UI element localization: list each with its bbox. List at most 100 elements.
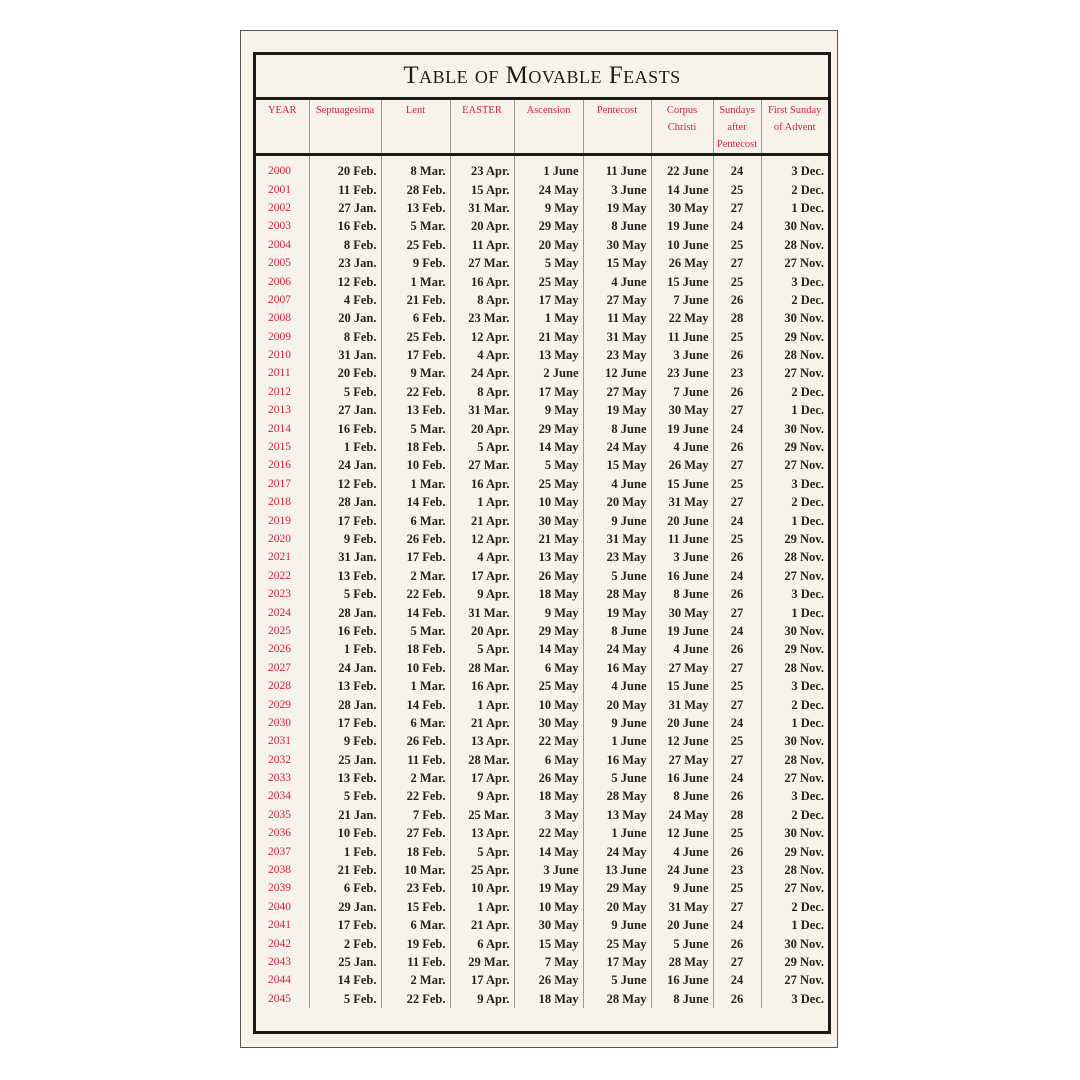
date-cell: 23 June bbox=[650, 364, 713, 383]
date-cell: 26 May bbox=[650, 253, 713, 273]
date-cell: 10 Mar. bbox=[380, 860, 450, 880]
page-title: Table of Movable Feasts bbox=[256, 55, 828, 100]
date-cell: 2 June bbox=[513, 364, 583, 383]
date-cell: 14 Feb. bbox=[380, 603, 450, 622]
date-cell: 9 Feb. bbox=[308, 732, 381, 751]
date-cell: 12 June bbox=[650, 824, 713, 843]
date-cell: 6 Mar. bbox=[380, 511, 450, 530]
date-cell: 26 bbox=[712, 382, 761, 402]
table-row: 2027 24 Jan. 10 Feb. 28 Mar. 6 May 16 May 27 M… bbox=[256, 658, 828, 677]
date-cell: 24 bbox=[712, 713, 761, 733]
date-cell: 17 Feb. bbox=[308, 916, 381, 935]
date-cell: 27 Nov. bbox=[760, 879, 828, 898]
date-cell: 25 Jan. bbox=[308, 952, 381, 972]
date-cell: 29 Nov. bbox=[760, 640, 828, 659]
date-cell: 9 May bbox=[513, 603, 583, 622]
date-cell: 31 Mar. bbox=[449, 603, 514, 622]
date-cell: 26 May bbox=[513, 768, 583, 788]
date-cell: 27 May bbox=[650, 658, 713, 677]
date-cell: 3 Dec. bbox=[760, 154, 828, 181]
date-cell: 25 bbox=[712, 824, 761, 843]
date-cell: 24 bbox=[712, 511, 761, 530]
date-cell: 29 Nov. bbox=[760, 437, 828, 457]
date-cell: 9 Apr. bbox=[449, 787, 514, 806]
date-cell: 16 May bbox=[582, 658, 651, 677]
date-cell: 28 Jan. bbox=[308, 603, 381, 622]
date-cell: 26 bbox=[712, 290, 761, 310]
year-cell: 2044 bbox=[268, 974, 291, 987]
table-row: 2043 25 Jan. 11 Feb. 29 Mar. 7 May 17 May 28 M… bbox=[256, 952, 828, 972]
date-cell: 18 May bbox=[513, 584, 583, 604]
date-cell: 26 bbox=[712, 787, 761, 806]
year-cell: 2043 bbox=[268, 955, 291, 968]
table-row: 2036 10 Feb. 27 Feb. 13 Apr. 22 May 1 June 12 … bbox=[256, 824, 828, 843]
date-cell: 27 bbox=[712, 253, 761, 273]
date-cell: 29 Jan. bbox=[308, 897, 381, 917]
date-cell: 17 Apr. bbox=[449, 971, 514, 990]
year-cell: 2041 bbox=[268, 919, 291, 932]
date-cell: 24 bbox=[712, 217, 761, 236]
date-cell: 29 May bbox=[513, 419, 583, 438]
date-cell: 31 May bbox=[650, 897, 713, 917]
date-cell: 17 Apr. bbox=[449, 566, 514, 585]
date-cell: 8 June bbox=[582, 419, 651, 438]
date-cell: 28 Nov. bbox=[760, 860, 828, 880]
date-cell: 9 Apr. bbox=[449, 989, 514, 1008]
date-cell: 3 Dec. bbox=[760, 989, 828, 1008]
date-cell: 10 Apr. bbox=[449, 879, 514, 898]
date-cell: 1 May bbox=[513, 309, 583, 328]
date-cell: 5 Mar. bbox=[380, 419, 450, 438]
date-cell: 13 Feb. bbox=[308, 676, 381, 696]
date-cell: 27 Nov. bbox=[760, 456, 828, 475]
year-cell: 2020 bbox=[268, 533, 291, 545]
date-cell: 1 June bbox=[582, 732, 651, 751]
date-cell: 6 Mar. bbox=[380, 916, 450, 935]
year-cell: 2015 bbox=[268, 441, 291, 454]
date-cell: 1 Feb. bbox=[308, 842, 381, 861]
date-cell: 28 bbox=[712, 805, 761, 825]
date-cell: 19 June bbox=[650, 419, 713, 438]
date-cell: 11 Apr. bbox=[449, 235, 514, 254]
date-cell: 16 June bbox=[650, 971, 713, 990]
year-cell: 2016 bbox=[268, 459, 291, 472]
year-cell: 2002 bbox=[268, 201, 291, 214]
date-cell: 15 June bbox=[650, 272, 713, 291]
date-cell: 30 May bbox=[650, 603, 713, 622]
date-cell: 30 Nov. bbox=[760, 419, 828, 438]
date-cell: 8 June bbox=[650, 584, 713, 604]
date-cell: 4 June bbox=[650, 640, 713, 659]
date-cell: 8 Apr. bbox=[449, 290, 514, 310]
date-cell: 19 Feb. bbox=[380, 934, 450, 953]
date-cell: 20 May bbox=[582, 897, 651, 917]
table-row: 2022 13 Feb. 2 Mar. 17 Apr. 26 May 5 June 16 J… bbox=[256, 566, 828, 585]
date-cell: 16 Apr. bbox=[449, 676, 514, 696]
date-cell: 24 bbox=[712, 768, 761, 788]
date-cell: 15 May bbox=[582, 456, 651, 475]
date-cell: 2 Dec. bbox=[760, 695, 828, 714]
date-cell: 4 June bbox=[650, 437, 713, 457]
date-cell: 1 Mar. bbox=[380, 474, 450, 494]
date-cell: 3 May bbox=[513, 805, 583, 825]
date-cell: 19 June bbox=[650, 217, 713, 236]
table-row: 2011 20 Feb. 9 Mar. 24 Apr. 2 June 12 June 23 … bbox=[256, 364, 828, 383]
date-cell: 5 Mar. bbox=[380, 621, 450, 641]
table-row: 2039 6 Feb. 23 Feb. 10 Apr. 19 May 29 May 9 Ju… bbox=[256, 879, 828, 898]
year-cell: 2009 bbox=[268, 330, 291, 343]
year-cell: 2007 bbox=[268, 293, 291, 306]
date-cell: 25 bbox=[712, 327, 761, 346]
date-cell: 4 Apr. bbox=[449, 345, 514, 365]
date-cell: 26 bbox=[712, 345, 761, 365]
date-cell: 15 June bbox=[650, 676, 713, 696]
date-cell: 18 May bbox=[513, 989, 583, 1008]
table-row: 2015 1 Feb. 18 Feb. 5 Apr. 14 May 24 May 4 Jun… bbox=[256, 437, 828, 457]
year-cell: 2033 bbox=[268, 772, 291, 785]
date-cell: 30 Nov. bbox=[760, 309, 828, 328]
date-cell: 24 bbox=[712, 154, 761, 181]
date-cell: 23 bbox=[712, 364, 761, 383]
year-cell: 2001 bbox=[268, 183, 291, 196]
date-cell: 23 Jan. bbox=[308, 253, 381, 273]
date-cell: 8 Feb. bbox=[308, 235, 381, 254]
date-cell: 25 bbox=[712, 529, 761, 549]
table-row: 2037 1 Feb. 18 Feb. 5 Apr. 14 May 24 May 4 Jun… bbox=[256, 842, 828, 861]
date-cell: 26 Feb. bbox=[380, 529, 450, 549]
